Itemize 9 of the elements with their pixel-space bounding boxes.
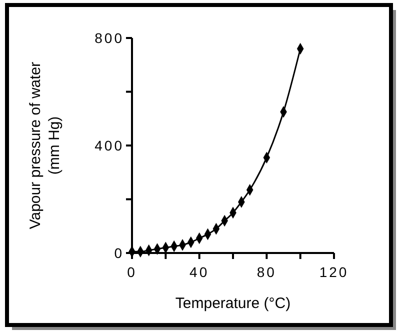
- x-axis-title: Temperature (°C): [175, 295, 291, 312]
- y-tick-label: 800: [94, 30, 124, 46]
- x-tick-label: 40: [190, 264, 210, 280]
- y-tick-label: 0: [114, 245, 124, 261]
- y-tick-label: 400: [94, 138, 124, 154]
- x-tick-label: 120: [319, 264, 349, 280]
- y-axis-title: Vapour pressure of water (mm Hg): [27, 62, 63, 230]
- x-tick-label: 80: [256, 264, 276, 280]
- x-tick-label: 0: [127, 264, 137, 280]
